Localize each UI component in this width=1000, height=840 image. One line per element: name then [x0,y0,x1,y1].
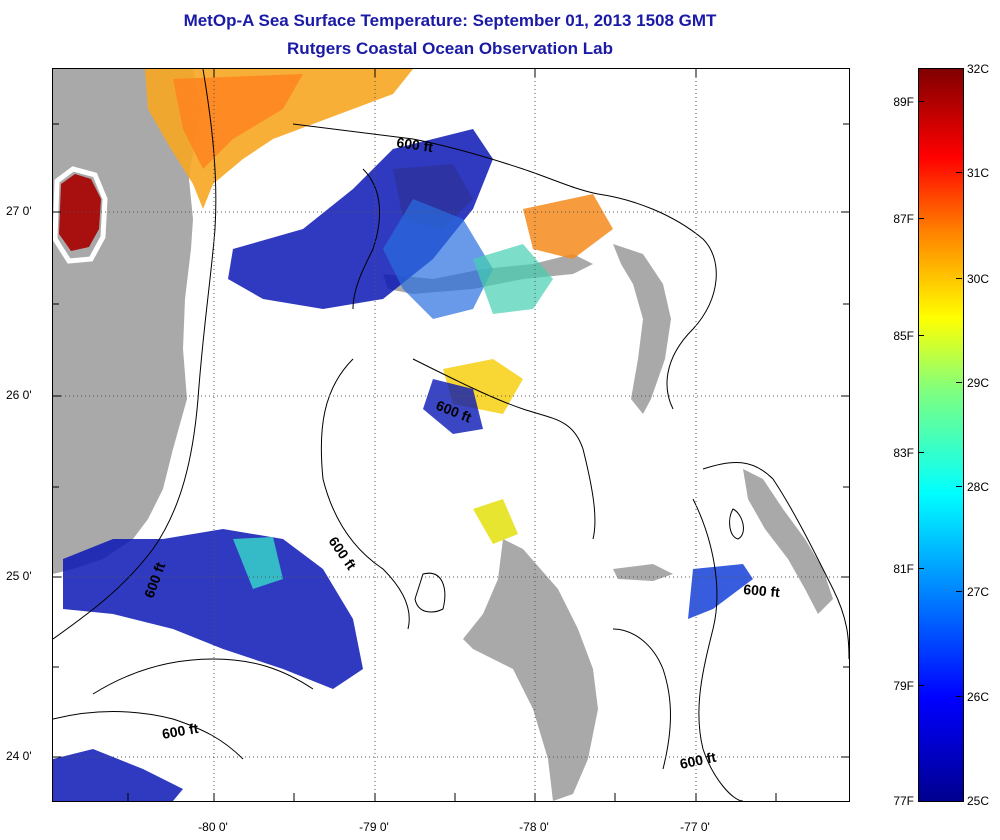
chart-title: MetOp-A Sea Surface Temperature: Septemb… [183,11,717,30]
map-canvas: 600 ft 600 ft 600 ft 600 ft 600 ft 600 f… [53,69,849,801]
contour-label-3: 600 ft [326,534,360,573]
sst-map: 600 ft 600 ft 600 ft 600 ft 600 ft 600 f… [52,68,850,802]
lon-label-77: -77 0' [680,820,710,834]
colorbar-celsius-label: 28C [967,480,990,494]
colorbar-fahrenheit-label: 79F [893,679,914,693]
colorbar-celsius-label: 32C [967,62,990,76]
contour-label-5: 600 ft [743,581,781,600]
colorbar-celsius-label: 30C [967,272,990,286]
contour-label-6: 600 ft [161,720,200,742]
lat-label-26: 26 0' [6,388,32,402]
land-abaco [613,244,671,414]
contour-label-7: 600 ft [678,749,717,772]
colorbar-celsius-label: 29C [967,376,990,390]
colorbar-celsius-label: 27C [967,585,990,599]
lat-label-27: 27 0' [6,204,32,218]
colorbar-fahrenheit-label: 85F [893,329,914,343]
graticule [53,69,849,801]
chart-subtitle: Rutgers Coastal Ocean Observation Lab [287,39,613,58]
lake-warm-patch [59,174,101,251]
lon-label-80: -80 0' [198,820,228,834]
land-andros [463,539,598,801]
colorbar-celsius-label: 26C [967,690,990,704]
lat-label-25: 25 0' [6,569,32,583]
colorbar-fahrenheit-label: 83F [893,446,914,460]
colorbar-fahrenheit-label: 81F [893,562,914,576]
colorbar-fahrenheit-label: 87F [893,212,914,226]
land-eleuthera [743,469,833,614]
colorbar-fahrenheit-label: 77F [893,794,914,808]
colorbar-celsius-label: 25C [967,794,990,808]
lat-label-24: 24 0' [6,749,32,763]
bathymetry-contour [53,69,217,640]
colorbar-fahrenheit-label: 89F [893,95,914,109]
contour-label-1: 600 ft [396,134,435,155]
colorbar-celsius-label: 31C [967,166,990,180]
temperature-colorbar [918,68,964,802]
lon-label-78: -78 0' [519,820,549,834]
lon-label-79: -79 0' [359,820,389,834]
